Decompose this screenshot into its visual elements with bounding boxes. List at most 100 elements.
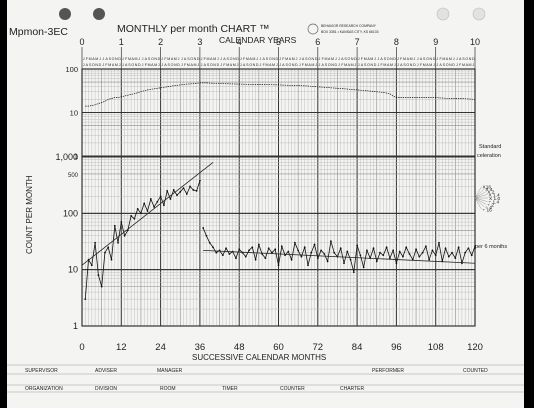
month-initial-label: D bbox=[374, 63, 377, 67]
x-tick-label: 108 bbox=[428, 342, 444, 353]
data-point bbox=[254, 258, 257, 261]
footer-counted: COUNTED bbox=[463, 368, 488, 374]
celeration-label: X16 bbox=[483, 185, 492, 191]
month-initial-label: N bbox=[253, 63, 256, 67]
month-initial-label: M bbox=[462, 63, 465, 67]
data-point bbox=[434, 254, 437, 257]
month-initial-label: S bbox=[168, 63, 171, 67]
footer-performer: PERFORMER bbox=[372, 368, 404, 374]
data-point bbox=[470, 254, 473, 257]
month-initial-label: S bbox=[266, 57, 269, 61]
month-initial-label: F bbox=[105, 63, 108, 67]
celeration-trend-line bbox=[81, 162, 214, 266]
month-initial-label: J bbox=[358, 63, 360, 67]
month-initial-label: A bbox=[466, 63, 469, 67]
month-initial-label: M bbox=[89, 57, 92, 61]
data-point bbox=[123, 234, 126, 237]
data-point bbox=[100, 285, 103, 288]
month-initial-label: S bbox=[443, 63, 446, 67]
month-initial-label: A bbox=[328, 57, 331, 61]
month-initial-label: M bbox=[233, 63, 236, 67]
data-point bbox=[221, 254, 224, 257]
celeration-label: X 2 bbox=[487, 190, 495, 196]
data-point bbox=[133, 217, 136, 220]
month-initial-label: A bbox=[407, 57, 410, 61]
standard-celeration-chart: Mpmon-3EC MONTHLY per month CHART ™ BEHA… bbox=[7, 7, 524, 393]
month-initial-label: J bbox=[161, 57, 163, 61]
month-initial-label: F bbox=[125, 57, 128, 61]
data-point bbox=[277, 264, 280, 267]
month-initial-label: D bbox=[315, 57, 318, 61]
series-line bbox=[85, 82, 476, 107]
month-initial-label: N bbox=[351, 57, 354, 61]
year-tick-label: 1 bbox=[119, 37, 124, 47]
month-initial-label: A bbox=[341, 57, 344, 61]
month-initial-label: F bbox=[263, 63, 266, 67]
month-initial-label: A bbox=[151, 63, 154, 67]
data-point bbox=[352, 271, 355, 274]
data-point bbox=[428, 258, 431, 261]
month-initial-label: M bbox=[272, 63, 275, 67]
month-initial-label: M bbox=[390, 63, 393, 67]
month-initial-label: M bbox=[128, 57, 131, 61]
data-point bbox=[385, 246, 388, 249]
month-initial-label: N bbox=[370, 63, 373, 67]
month-initial-label: D bbox=[354, 57, 357, 61]
data-point bbox=[284, 254, 286, 257]
x-axis-label: SUCCESSIVE CALENDAR MONTHS bbox=[192, 353, 326, 362]
month-initial-label: M bbox=[95, 57, 98, 61]
month-initial-label: D bbox=[393, 57, 396, 61]
data-point bbox=[90, 264, 93, 267]
data-point bbox=[225, 247, 228, 250]
month-initial-label: J bbox=[138, 57, 140, 61]
chart-code: Mpmon-3EC bbox=[9, 26, 68, 38]
month-initial-label: D bbox=[256, 63, 259, 67]
month-initial-label: N bbox=[154, 57, 157, 61]
month-initial-label: A bbox=[223, 57, 226, 61]
data-point bbox=[339, 247, 342, 250]
data-point bbox=[444, 247, 447, 250]
data-point bbox=[153, 206, 155, 208]
data-point bbox=[366, 249, 368, 252]
year-tick-label: 8 bbox=[394, 37, 399, 47]
month-initial-label: M bbox=[285, 57, 288, 61]
month-initial-label: F bbox=[243, 57, 246, 61]
month-initial-label: J bbox=[260, 57, 262, 61]
month-initial-label: M bbox=[344, 63, 347, 67]
month-initial-label: M bbox=[410, 57, 413, 61]
month-initial-label: M bbox=[403, 57, 406, 61]
celeration-label: ÷ 1.4 bbox=[488, 200, 499, 206]
month-initial-label: J bbox=[296, 57, 298, 61]
month-initial-label: F bbox=[341, 63, 344, 67]
month-initial-label: S bbox=[325, 63, 328, 67]
celeration-trend-line bbox=[203, 249, 476, 264]
data-point bbox=[136, 207, 139, 210]
month-initial-label: M bbox=[351, 63, 354, 67]
y-tick-label: 1 bbox=[74, 152, 78, 161]
month-initial-label: N bbox=[272, 57, 275, 61]
month-initial-label: J bbox=[456, 57, 458, 61]
month-initial-label: O bbox=[387, 57, 390, 61]
month-initial-label: M bbox=[266, 63, 269, 67]
month-initial-label: D bbox=[413, 63, 416, 67]
month-initial-label: S bbox=[109, 57, 112, 61]
month-initial-label: O bbox=[406, 63, 409, 67]
year-tick-label: 9 bbox=[433, 37, 438, 47]
month-initial-label: S bbox=[462, 57, 465, 61]
data-point bbox=[185, 193, 188, 195]
month-initial-label: M bbox=[252, 57, 255, 61]
month-initial-label: M bbox=[292, 57, 295, 61]
x-tick-label: 60 bbox=[273, 342, 284, 353]
data-point bbox=[362, 266, 365, 269]
publisher-logo-icon bbox=[307, 23, 319, 35]
footer-timer: TIMER bbox=[222, 386, 238, 392]
month-initial-label: O bbox=[210, 63, 213, 67]
month-initial-label: O bbox=[446, 63, 449, 67]
data-marks bbox=[81, 82, 476, 301]
data-point bbox=[104, 251, 106, 254]
month-initial-label: J bbox=[433, 63, 435, 67]
month-initial-label: M bbox=[213, 57, 216, 61]
month-initial-label: J bbox=[99, 57, 101, 61]
y-tick-label-minor: 500 bbox=[68, 173, 79, 179]
data-point bbox=[313, 243, 316, 246]
